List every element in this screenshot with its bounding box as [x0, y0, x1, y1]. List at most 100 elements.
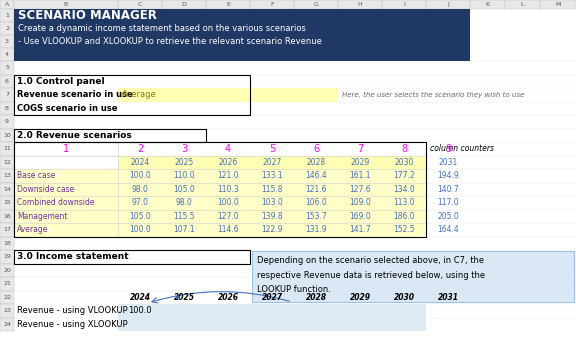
Text: 194.9: 194.9 [437, 171, 459, 180]
Text: 3: 3 [5, 39, 9, 44]
Bar [0, 129, 14, 142]
Text: 2029: 2029 [350, 158, 370, 167]
Bar [14, 210, 426, 223]
Text: 122.9: 122.9 [262, 225, 283, 234]
Text: 153.7: 153.7 [305, 212, 327, 221]
Bar [250, 0, 294, 9]
Bar [0, 196, 14, 210]
Text: Base case: Base case [17, 171, 55, 180]
Text: 127.6: 127.6 [349, 185, 371, 194]
Text: LOOKUP function.: LOOKUP function. [257, 285, 331, 294]
Text: 2: 2 [5, 26, 9, 31]
Text: 6: 6 [5, 79, 9, 84]
Text: 113.0: 113.0 [393, 198, 415, 207]
Bar [505, 0, 540, 9]
Text: 146.4: 146.4 [305, 171, 327, 180]
Text: 11: 11 [3, 146, 11, 151]
Text: Here, the user selects the scenario they wish to use: Here, the user selects the scenario they… [342, 92, 524, 98]
Text: G: G [313, 2, 319, 7]
Bar [0, 75, 14, 88]
Text: - Use VLOOKUP and XLOOKUP to retrieve the relevant scenario Revenue: - Use VLOOKUP and XLOOKUP to retrieve th… [18, 37, 322, 46]
Text: 9: 9 [5, 119, 9, 124]
Bar [14, 0, 118, 9]
Bar [294, 0, 338, 9]
Text: Depending on the scenario selected above, in C7, the: Depending on the scenario selected above… [257, 256, 484, 265]
Text: 4: 4 [225, 144, 231, 154]
Text: 115.5: 115.5 [173, 212, 195, 221]
Text: 16: 16 [3, 214, 11, 219]
Text: 114.6: 114.6 [217, 225, 239, 234]
Text: 164.4: 164.4 [437, 225, 459, 234]
Text: 2029: 2029 [350, 293, 370, 302]
Text: Create a dynamic income statement based on the various scenarios: Create a dynamic income statement based … [18, 24, 306, 33]
Text: 98.0: 98.0 [176, 198, 192, 207]
Bar [14, 223, 426, 237]
Bar [0, 169, 14, 183]
Bar [0, 9, 14, 22]
Text: 97.0: 97.0 [131, 198, 149, 207]
Text: A: A [5, 2, 9, 7]
Bar [206, 0, 250, 9]
Bar [426, 0, 470, 9]
Bar [14, 250, 250, 264]
Text: E: E [226, 2, 230, 7]
Text: 2030: 2030 [395, 158, 414, 167]
Bar [14, 169, 426, 183]
Text: 10: 10 [3, 133, 11, 138]
Bar [382, 0, 426, 9]
Text: 14: 14 [3, 187, 11, 192]
Text: 110.0: 110.0 [173, 171, 195, 180]
Text: Average: Average [17, 225, 48, 234]
Bar [118, 88, 338, 102]
Text: 2031: 2031 [438, 293, 458, 302]
Text: 2024: 2024 [130, 158, 150, 167]
Text: 21: 21 [3, 281, 11, 286]
Text: 110.3: 110.3 [217, 185, 239, 194]
Text: J: J [447, 2, 449, 7]
Text: 24: 24 [3, 322, 11, 327]
Text: Revenue - using VLOOKUP: Revenue - using VLOOKUP [17, 306, 128, 315]
Text: respective Revenue data is retrieved below, using the: respective Revenue data is retrieved bel… [257, 271, 485, 280]
Bar [0, 48, 14, 61]
Bar [0, 237, 14, 250]
Bar [0, 88, 14, 102]
Bar [0, 142, 14, 156]
Bar [0, 318, 14, 331]
Text: 8: 8 [5, 106, 9, 111]
Text: F: F [270, 2, 274, 7]
Text: 19: 19 [3, 254, 11, 259]
Bar [0, 156, 14, 169]
Text: 131.9: 131.9 [305, 225, 327, 234]
Bar [14, 196, 426, 210]
Text: 6: 6 [313, 144, 319, 154]
Bar [470, 0, 505, 9]
Text: 2028: 2028 [306, 158, 325, 167]
Bar [0, 35, 14, 48]
Text: M: M [555, 2, 560, 7]
Text: 2030: 2030 [393, 293, 415, 302]
Text: 121.0: 121.0 [217, 171, 238, 180]
Text: 2031: 2031 [438, 158, 457, 167]
Text: H: H [358, 2, 362, 7]
Text: D: D [181, 2, 187, 7]
Text: 7: 7 [5, 92, 9, 97]
Bar [162, 0, 206, 9]
Text: COGS scenario in use: COGS scenario in use [17, 104, 118, 113]
Text: 127.0: 127.0 [217, 212, 239, 221]
Bar [14, 75, 250, 115]
Text: 8: 8 [401, 144, 407, 154]
Bar [118, 156, 426, 169]
Text: Combined downside: Combined downside [17, 198, 94, 207]
Text: 1: 1 [63, 144, 69, 154]
Text: 105.0: 105.0 [173, 185, 195, 194]
Text: L: L [521, 2, 524, 7]
Bar [14, 9, 470, 61]
Bar [0, 115, 14, 129]
Text: 5: 5 [269, 144, 275, 154]
Text: 1.0 Control panel: 1.0 Control panel [17, 77, 105, 86]
Text: 1: 1 [5, 13, 9, 18]
Text: 152.5: 152.5 [393, 225, 415, 234]
Bar [0, 264, 14, 277]
Text: 161.1: 161.1 [349, 171, 371, 180]
Text: Average: Average [122, 90, 157, 99]
